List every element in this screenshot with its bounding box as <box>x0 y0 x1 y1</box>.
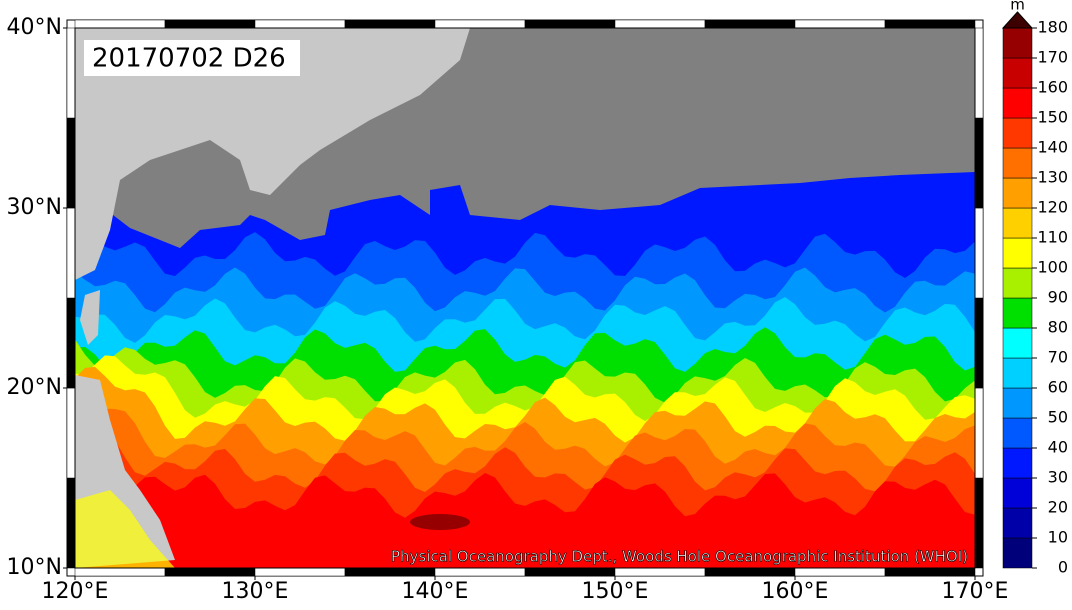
frame-segment <box>344 567 436 577</box>
colorbar-unit: m <box>1010 0 1025 14</box>
colorbar-over <box>1001 11 1034 29</box>
colorbar-segment <box>1002 357 1033 389</box>
colorbar-tick-label: 50 <box>1048 408 1068 427</box>
frame-segment <box>974 477 984 569</box>
colorbar-tick-label: 40 <box>1048 438 1068 457</box>
lon-tick-label: 150°E <box>582 579 649 604</box>
frame-segment <box>974 27 984 119</box>
colorbar-segment <box>1002 447 1033 479</box>
colorbar-segment <box>1002 87 1033 119</box>
frame-segment <box>974 117 984 209</box>
frame-segment <box>884 567 976 577</box>
colorbar-segment <box>1002 177 1033 209</box>
lon-tick-label: 170°E <box>942 579 1009 604</box>
frame-segment <box>704 19 796 29</box>
colorbar-tick-label: 80 <box>1048 318 1068 337</box>
colorbar-segment <box>1002 117 1033 149</box>
colorbar-segment <box>1002 537 1033 569</box>
frame-segment <box>66 297 76 389</box>
colorbar-segment <box>1002 297 1033 329</box>
colorbar-tick-label: 130 <box>1037 168 1068 187</box>
frame-segment <box>794 19 886 29</box>
colorbar-tick-label: 150 <box>1037 108 1068 127</box>
frame-segment <box>884 19 976 29</box>
colorbar-segment <box>1002 477 1033 509</box>
colorbar-segment <box>1002 237 1033 269</box>
ocean-field <box>75 28 975 568</box>
ocean-layer <box>75 449 975 568</box>
colorbar-segment <box>1002 327 1033 359</box>
frame-segment <box>74 567 166 577</box>
credit: Physical Oceanography Dept., Woods Hole … <box>391 548 968 566</box>
colorbar-segment <box>1002 57 1033 89</box>
colorbar-tick-label: 30 <box>1048 468 1068 487</box>
frame-segment <box>524 19 616 29</box>
frame-segment <box>254 567 346 577</box>
lon-tick-label: 160°E <box>762 579 829 604</box>
lat-tick-label: 10°N <box>7 555 62 580</box>
colorbar-tick-label: 170 <box>1037 48 1068 67</box>
lat-tick-label: 40°N <box>7 15 62 40</box>
lat-tick-label: 20°N <box>7 375 62 400</box>
frame-segment <box>74 19 166 29</box>
colorbar-segment <box>1002 207 1033 239</box>
colorbar: m 0 10 20 30 40 50 60 70 80 90 100 110 120 130 140 150 16… <box>1001 0 1068 577</box>
plot-border <box>74 27 976 569</box>
colorbar-tick-label: 90 <box>1048 288 1068 307</box>
frame-segment <box>434 567 526 577</box>
frame-segment <box>974 207 984 299</box>
lon-tick-label: 130°E <box>222 579 289 604</box>
colorbar-segment <box>1002 387 1033 419</box>
colorbar-segment <box>1002 507 1033 539</box>
colorbar-tick-label: 70 <box>1048 348 1068 367</box>
colorbar-tick-label: 120 <box>1037 198 1068 217</box>
date-label: 20170702 D26 <box>92 44 286 74</box>
frame-segment <box>794 567 886 577</box>
map-frame: 120°E 130°E 140°E 150°E 160°E 170°E 10°N 20°N 30… <box>7 15 1009 604</box>
colorbar-segment <box>1002 27 1033 59</box>
colorbar-tick-label: 180 <box>1037 18 1068 37</box>
colorbar-tick-label: 100 <box>1037 258 1068 277</box>
colorbar-segment <box>1002 417 1033 449</box>
colorbar-tick-label: 60 <box>1048 378 1068 397</box>
frame-segment <box>66 207 76 299</box>
colorbar-tick-label: 160 <box>1037 78 1068 97</box>
colorbar-tick-label: 0 <box>1058 558 1068 577</box>
colorbar-tick-label: 20 <box>1048 498 1068 517</box>
frame-segment <box>974 387 984 479</box>
frame-segment <box>66 27 76 119</box>
lat-tick-label: 30°N <box>7 195 62 220</box>
lon-tick-label: 120°E <box>42 579 109 604</box>
colorbar-tick-label: 110 <box>1037 228 1068 247</box>
frame-segment <box>524 567 616 577</box>
frame-segment <box>974 297 984 389</box>
frame-segment <box>614 567 706 577</box>
frame-segment <box>66 387 76 479</box>
frame-segment <box>66 117 76 209</box>
colorbar-segment <box>1002 147 1033 179</box>
colorbar-tick-label: 140 <box>1037 138 1068 157</box>
ocean-layer <box>410 514 470 530</box>
label-box <box>84 40 300 76</box>
lon-tick-label: 140°E <box>402 579 469 604</box>
frame-segment <box>254 19 346 29</box>
frame-segment <box>164 19 256 29</box>
colorbar-segment <box>1002 267 1033 299</box>
frame-segment <box>164 567 256 577</box>
frame-segment <box>704 567 796 577</box>
frame-segment <box>66 477 76 569</box>
frame-segment <box>344 19 436 29</box>
colorbar-tick-label: 10 <box>1048 528 1068 547</box>
frame-segment <box>614 19 706 29</box>
frame-segment <box>434 19 526 29</box>
